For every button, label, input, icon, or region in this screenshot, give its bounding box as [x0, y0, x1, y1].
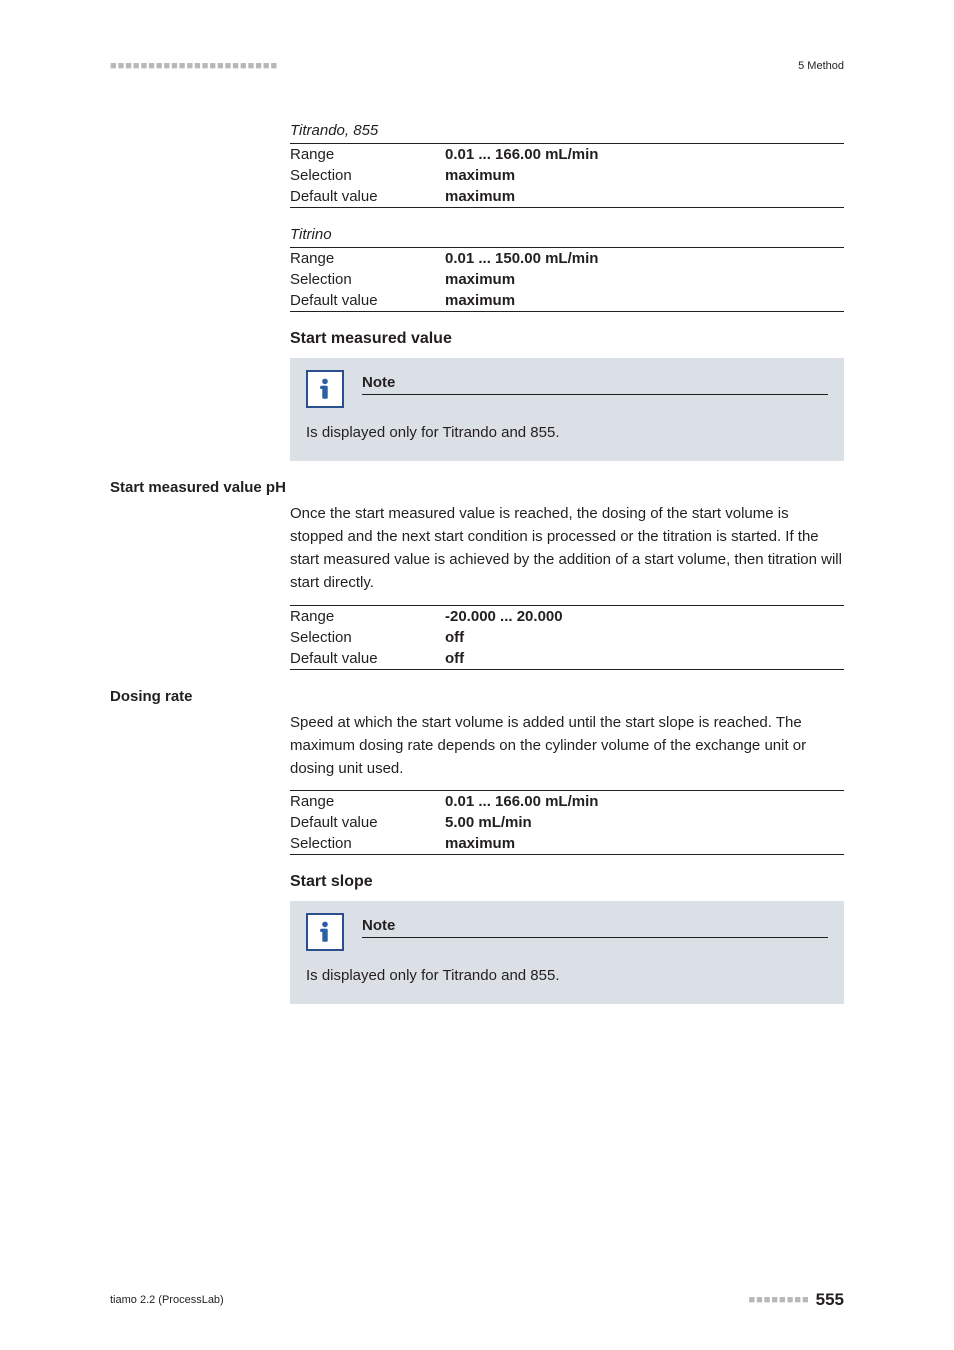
footer-right: ■■■■■■■■ 555 [748, 1290, 844, 1310]
row-value: 0.01 ... 166.00 mL/min [445, 146, 598, 163]
row-label: Range [290, 146, 445, 163]
note-header: Note [306, 913, 828, 951]
block1-table: Range 0.01 ... 166.00 mL/min Selection m… [290, 143, 844, 208]
row-value: maximum [445, 835, 515, 852]
start-measured-ph-label: Start measured value pH [110, 479, 844, 496]
table-row: Default value maximum [290, 186, 844, 207]
row-value: maximum [445, 167, 515, 184]
note-title-wrap: Note [362, 370, 828, 395]
block1-title: Titrando, 855 [290, 122, 844, 139]
header-dashes: ■■■■■■■■■■■■■■■■■■■■■■ [110, 60, 278, 72]
page-number: 555 [816, 1290, 844, 1310]
page-footer: tiamo 2.2 (ProcessLab) ■■■■■■■■ 555 [110, 1290, 844, 1310]
row-label: Selection [290, 835, 445, 852]
page-header: ■■■■■■■■■■■■■■■■■■■■■■ 5 Method [110, 60, 844, 72]
main-content: Titrando, 855 Range 0.01 ... 166.00 mL/m… [110, 122, 844, 1004]
note-box: Note Is displayed only for Titrando and … [290, 358, 844, 461]
row-value: maximum [445, 188, 515, 205]
table-row: Range -20.000 ... 20.000 [290, 606, 844, 627]
dosing-rate-label: Dosing rate [110, 688, 844, 705]
table-row: Range 0.01 ... 166.00 mL/min [290, 791, 844, 812]
start-measured-heading: Start measured value [290, 330, 844, 348]
note-header: Note [306, 370, 828, 408]
row-label: Default value [290, 188, 445, 205]
header-section-label: 5 Method [798, 60, 844, 72]
row-label: Default value [290, 650, 445, 667]
start-measured-ph-body: Once the start measured value is reached… [290, 502, 844, 595]
table-row: Selection maximum [290, 165, 844, 186]
row-label: Selection [290, 629, 445, 646]
table-row: Default value 5.00 mL/min [290, 812, 844, 833]
note-title-wrap: Note [362, 913, 828, 938]
table-row: Default value off [290, 648, 844, 669]
footer-dashes: ■■■■■■■■ [748, 1294, 809, 1306]
row-value: -20.000 ... 20.000 [445, 608, 563, 625]
row-label: Range [290, 608, 445, 625]
block2-table: Range 0.01 ... 150.00 mL/min Selection m… [290, 247, 844, 312]
table-row: Selection maximum [290, 833, 844, 854]
note-box: Note Is displayed only for Titrando and … [290, 901, 844, 1004]
row-value: maximum [445, 271, 515, 288]
row-label: Selection [290, 167, 445, 184]
row-value: maximum [445, 292, 515, 309]
note-title: Note [362, 374, 395, 391]
note-title: Note [362, 917, 395, 934]
row-value: off [445, 629, 464, 646]
row-value: 5.00 mL/min [445, 814, 532, 831]
row-value: 0.01 ... 150.00 mL/min [445, 250, 598, 267]
note-body: Is displayed only for Titrando and 855. [306, 965, 828, 988]
table-row: Range 0.01 ... 150.00 mL/min [290, 248, 844, 269]
dosing-rate-table: Range 0.01 ... 166.00 mL/min Default val… [290, 790, 844, 855]
row-value: 0.01 ... 166.00 mL/min [445, 793, 598, 810]
table-row: Selection maximum [290, 269, 844, 290]
footer-left: tiamo 2.2 (ProcessLab) [110, 1294, 224, 1306]
dosing-rate-body: Speed at which the start volume is added… [290, 711, 844, 781]
note-body: Is displayed only for Titrando and 855. [306, 422, 828, 445]
table-row: Default value maximum [290, 290, 844, 311]
info-icon [306, 913, 344, 951]
start-measured-ph-table: Range -20.000 ... 20.000 Selection off D… [290, 605, 844, 670]
row-label: Range [290, 250, 445, 267]
row-label: Selection [290, 271, 445, 288]
row-label: Default value [290, 814, 445, 831]
table-row: Range 0.01 ... 166.00 mL/min [290, 144, 844, 165]
row-value: off [445, 650, 464, 667]
info-icon [306, 370, 344, 408]
row-label: Default value [290, 292, 445, 309]
start-slope-heading: Start slope [290, 873, 844, 891]
block2-title: Titrino [290, 226, 844, 243]
row-label: Range [290, 793, 445, 810]
table-row: Selection off [290, 627, 844, 648]
